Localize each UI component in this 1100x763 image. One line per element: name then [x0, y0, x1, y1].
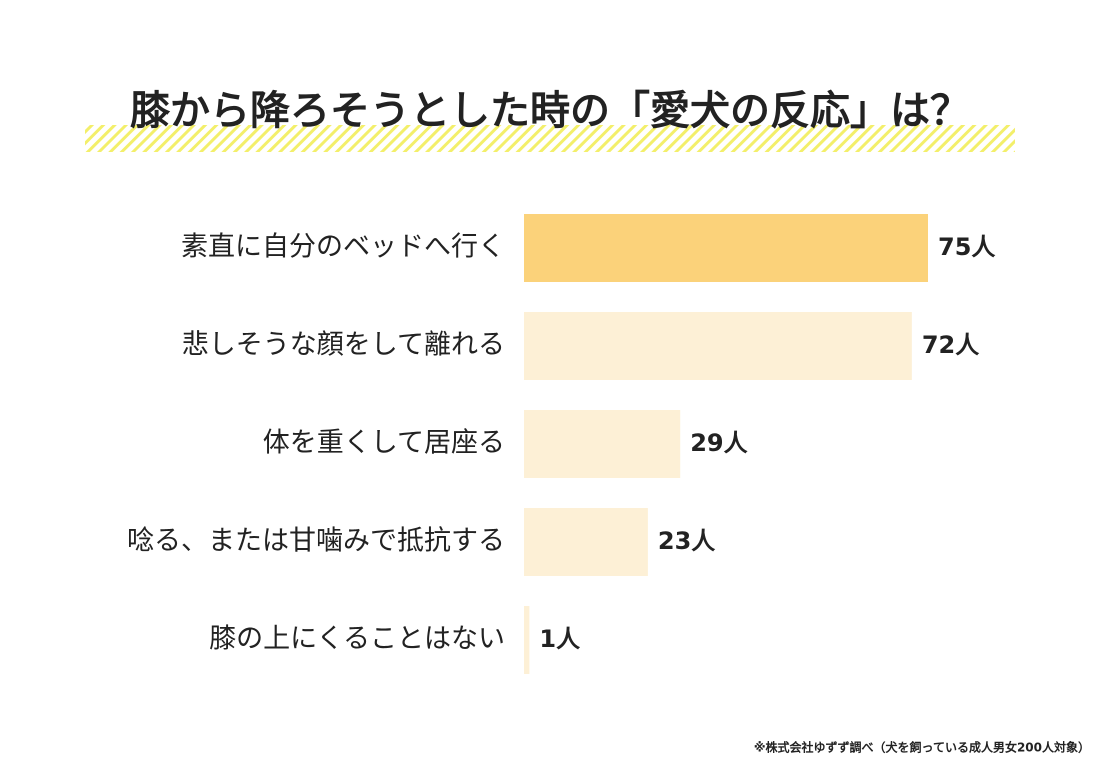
- category-label: 唸る、または甘噛みで抵抗する: [127, 526, 505, 557]
- source-note: ※株式会社ゆずず調べ（犬を飼っている成人男女200人対象）: [754, 740, 1090, 755]
- bar: [524, 214, 928, 282]
- category-label: 悲しそうな顔をして離れる: [182, 330, 505, 361]
- value-label: 1人: [539, 625, 580, 653]
- bar: [524, 606, 530, 674]
- title-highlight: [85, 125, 1015, 152]
- chart-title: 膝から降ろそうとした時の「愛犬の反応」は？: [130, 88, 970, 134]
- value-label: 23人: [658, 527, 715, 555]
- value-label: 72人: [922, 331, 979, 359]
- category-label: 体を重くして居座る: [263, 428, 505, 459]
- value-label: 75人: [938, 233, 995, 261]
- bar: [524, 312, 912, 380]
- bar: [524, 410, 681, 478]
- category-label: 素直に自分のベッドへ行く: [181, 232, 505, 263]
- category-label: 膝の上にくることはない: [209, 624, 505, 655]
- value-label: 29人: [690, 429, 747, 457]
- bar: [524, 508, 648, 576]
